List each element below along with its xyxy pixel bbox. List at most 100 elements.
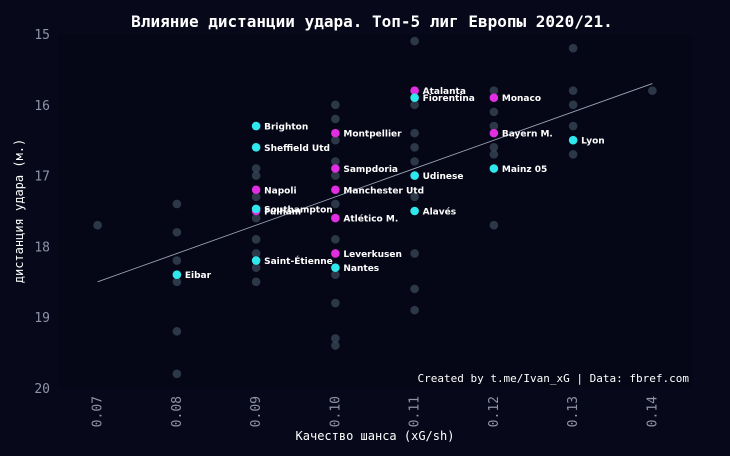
background-point [172,369,182,379]
background-point [331,135,340,145]
team-label: Atalanta [423,87,466,97]
background-point [410,284,419,294]
team-point [331,249,340,258]
team-point [251,121,261,131]
team-label: Atlético M. [343,214,398,225]
team-label: Nantes [343,264,379,274]
background-point [410,128,419,138]
background-point [331,100,340,110]
background-point [410,142,419,152]
background-point [172,327,182,336]
team-label: Bayern M. [502,130,553,140]
background-point [410,100,419,110]
background-point [251,164,261,173]
background-point [251,192,261,202]
team-point [331,128,340,138]
team-points [172,86,578,280]
x-tick-label: 0.07 [91,396,106,427]
team-point [489,164,499,173]
background-point [331,298,340,308]
team-point [251,185,261,195]
background-point [331,235,340,244]
background-points [93,36,657,379]
background-point [251,171,261,180]
x-axis-ticks: 0.07 0.08 0.09 0.10 0.11 0.12 0.13 0.14 [91,396,661,427]
team-label: Fulham [264,208,301,218]
team-label: Brighton [264,123,308,133]
background-point [172,227,182,237]
background-point [568,121,578,131]
background-point [331,270,340,280]
background-point [410,192,419,202]
background-point [251,249,261,258]
x-tick-label: 0.12 [487,396,502,427]
team-point [410,171,419,180]
team-label: Napoli [264,186,296,196]
team-point [331,164,340,173]
trend-line [97,83,653,283]
background-point [568,100,578,110]
team-label: Sheffield Utd [264,144,330,154]
team-label: Montpellier [343,130,402,140]
background-point [489,107,499,117]
team-label: Sampdoria [343,165,398,175]
x-axis-label: Качество шанса (xG/sh) [296,429,455,443]
team-point [251,204,261,214]
x-tick-label: 0.09 [249,396,264,427]
background-point [93,220,102,230]
background-point [489,150,499,159]
background-point [251,235,261,244]
background-point [410,305,419,315]
chart-title: Влияние дистанции удара. Топ-5 лиг Европ… [131,12,613,31]
background-point [410,36,419,46]
x-tick-label: 0.11 [408,396,423,427]
team-label: Lyon [581,137,605,147]
background-point [410,249,419,258]
background-point [251,277,261,287]
team-label: Mainz 05 [502,165,547,175]
team-point [331,263,340,272]
team-point [331,185,340,195]
team-label: Udinese [423,172,464,182]
background-point [331,157,340,166]
y-axis-ticks: 15 16 17 18 19 20 [34,28,50,397]
team-point [410,206,419,216]
background-point [331,114,340,124]
background-point [251,263,261,272]
background-point [172,199,182,209]
y-tick-label: 15 [34,28,50,43]
background-point [568,86,578,95]
background-point [172,277,182,287]
x-tick-label: 0.13 [566,396,581,427]
team-point [251,142,261,152]
background-point [489,220,499,230]
team-label: Eibar [185,271,212,281]
x-tick-label: 0.08 [170,396,185,427]
team-point [410,93,419,103]
background-point [331,341,340,350]
background-point [331,199,340,209]
y-axis-label: дистанция удара (м.) [12,139,26,284]
team-point [331,213,340,223]
team-point [410,86,419,95]
background-point [648,86,657,95]
team-point [489,128,499,138]
background-point [489,86,499,95]
plot-area [58,34,692,388]
team-label: Saint-Étienne [264,255,333,267]
data-credit: Created by t.me/Ivan_xG | Data: fbref.co… [417,372,689,385]
team-label: Alavés [423,207,456,218]
y-tick-label: 17 [34,170,50,185]
team-label: Monaco [502,94,541,104]
team-label: Manchester Utd [343,186,424,196]
background-point [331,334,340,343]
team-point [251,256,261,265]
x-tick-label: 0.14 [645,396,660,427]
team-point [172,270,182,280]
background-point [331,171,340,180]
y-tick-label: 18 [34,240,50,255]
y-tick-label: 16 [34,99,50,114]
background-point [568,150,578,159]
